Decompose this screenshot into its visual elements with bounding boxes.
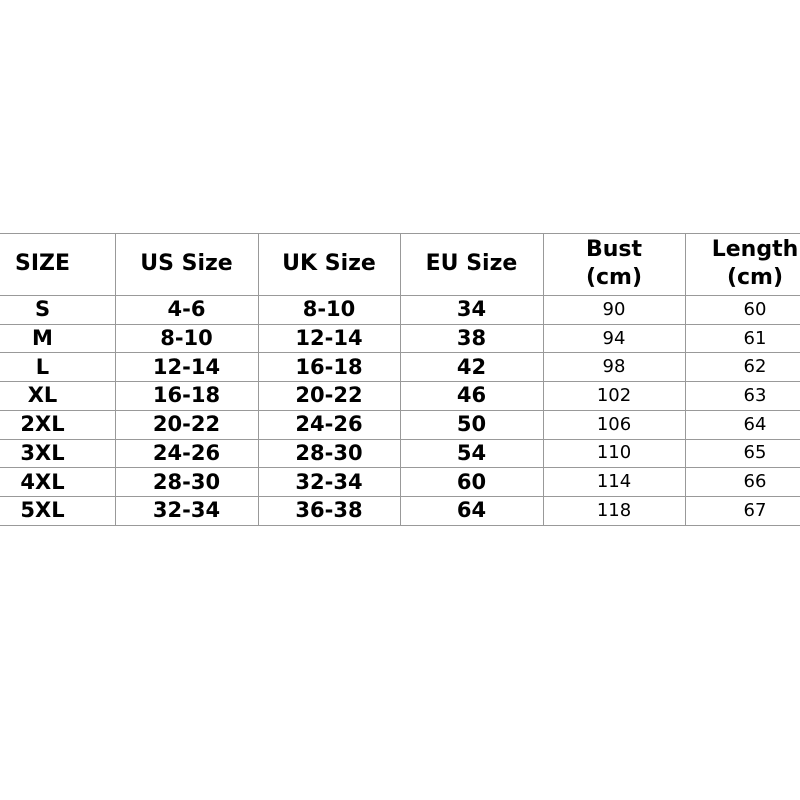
- table-cell: 94: [602, 327, 626, 349]
- column-divider: [400, 233, 401, 525]
- table-cell: 36-38: [295, 498, 363, 523]
- table-cell: 32-34: [295, 469, 363, 494]
- header-cell: US Size: [140, 251, 233, 276]
- table-cell: 12-14: [152, 354, 221, 379]
- table-cell: 98: [602, 356, 626, 378]
- table-cell: 8-10: [160, 326, 213, 351]
- table-cell: 64: [743, 413, 767, 435]
- header-cell: EU Size: [425, 251, 518, 276]
- table-cell: XL: [27, 383, 58, 408]
- table-cell: 54: [456, 440, 487, 465]
- table-cell: 114: [596, 471, 632, 493]
- table-cell: 4XL: [20, 469, 65, 494]
- column-divider: [543, 233, 544, 525]
- column-divider: [115, 233, 116, 525]
- header-cell: SIZE: [14, 251, 70, 276]
- column-divider: [258, 233, 259, 525]
- table-cell: 2XL: [20, 412, 65, 437]
- table-cell: 110: [596, 442, 632, 464]
- table-cell: 24-26: [295, 412, 363, 437]
- table-cell: 62: [743, 356, 767, 378]
- table-cell: 118: [596, 499, 632, 521]
- table-cell: 61: [743, 327, 767, 349]
- table-cell: 28-30: [152, 469, 221, 494]
- table-cell: 20-22: [152, 412, 221, 437]
- column-divider: [685, 233, 686, 525]
- table-cell: 63: [743, 384, 767, 406]
- table-cell: 60: [743, 298, 767, 320]
- table-cell: 5XL: [20, 498, 65, 523]
- table-cell: L: [35, 354, 50, 379]
- table-cell: 32-34: [152, 498, 221, 523]
- table-cell: 106: [596, 413, 632, 435]
- header-cell: UK Size: [282, 251, 376, 276]
- table-cell: 20-22: [295, 383, 363, 408]
- table-cell: 50: [456, 412, 487, 437]
- table-cell: S: [34, 297, 51, 322]
- table-cell: 67: [743, 499, 767, 521]
- table-cell: 102: [596, 384, 632, 406]
- table-cell: 3XL: [20, 440, 65, 465]
- table-cell: 90: [602, 298, 626, 320]
- table-cell: 60: [456, 469, 487, 494]
- table-cell: 4-6: [167, 297, 206, 322]
- table-cell: 34: [456, 297, 487, 322]
- table-cell: 42: [456, 354, 487, 379]
- table-cell: 46: [456, 383, 487, 408]
- table-cell: 28-30: [295, 440, 363, 465]
- table-cell: 66: [743, 471, 767, 493]
- table-cell: 16-18: [152, 383, 221, 408]
- table-cell: 8-10: [302, 297, 356, 322]
- table-cell: M: [32, 326, 53, 351]
- header-cell: Length (cm): [711, 237, 799, 290]
- table-cell: 24-26: [152, 440, 221, 465]
- table-cell: 38: [456, 326, 487, 351]
- row-divider: [0, 524, 800, 526]
- header-cell: Bust (cm): [585, 237, 643, 290]
- table-cell: 12-14: [295, 326, 363, 351]
- table-cell: 16-18: [295, 354, 363, 379]
- table-cell: 65: [743, 442, 767, 464]
- table-cell: 64: [456, 498, 487, 523]
